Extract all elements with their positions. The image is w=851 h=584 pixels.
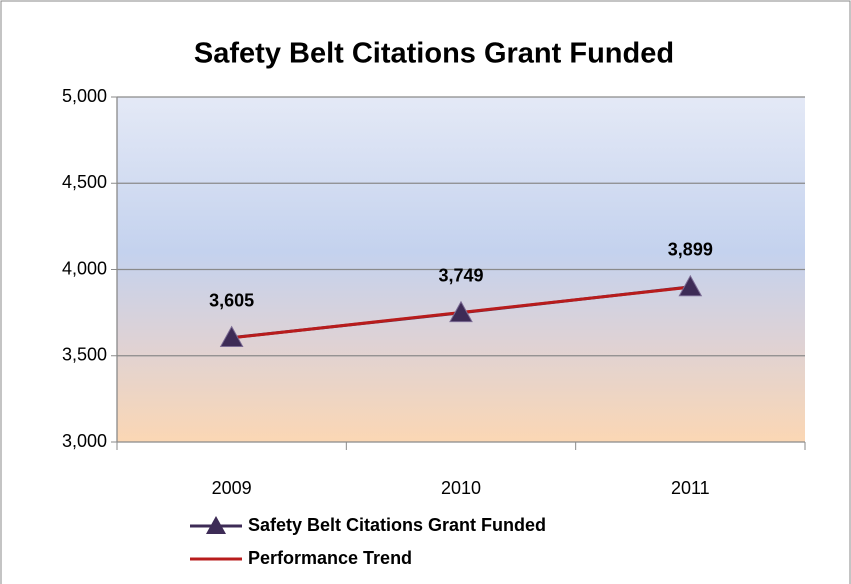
y-tick-label: 3,000 — [62, 431, 107, 451]
y-tick-label: 4,500 — [62, 172, 107, 192]
x-tick-label: 2011 — [671, 478, 710, 498]
marker — [219, 325, 244, 347]
x-tick-label: 2010 — [441, 478, 481, 498]
marker — [678, 274, 703, 297]
y-tick-label: 4,000 — [62, 258, 107, 278]
marker — [449, 300, 473, 323]
data-label: 3,749 — [438, 266, 483, 286]
legend-marker — [206, 516, 226, 534]
legend-label: Safety Belt Citations Grant Funded — [248, 515, 546, 535]
x-tick-label: 2009 — [212, 478, 252, 498]
y-tick-label: 5,000 — [62, 86, 107, 106]
chart-title: Safety Belt Citations Grant Funded — [194, 38, 674, 70]
legend-label: Performance Trend — [248, 548, 412, 568]
y-tick-label: 3,500 — [62, 345, 107, 365]
data-label: 3,899 — [668, 240, 713, 260]
data-label: 3,605 — [209, 290, 254, 310]
